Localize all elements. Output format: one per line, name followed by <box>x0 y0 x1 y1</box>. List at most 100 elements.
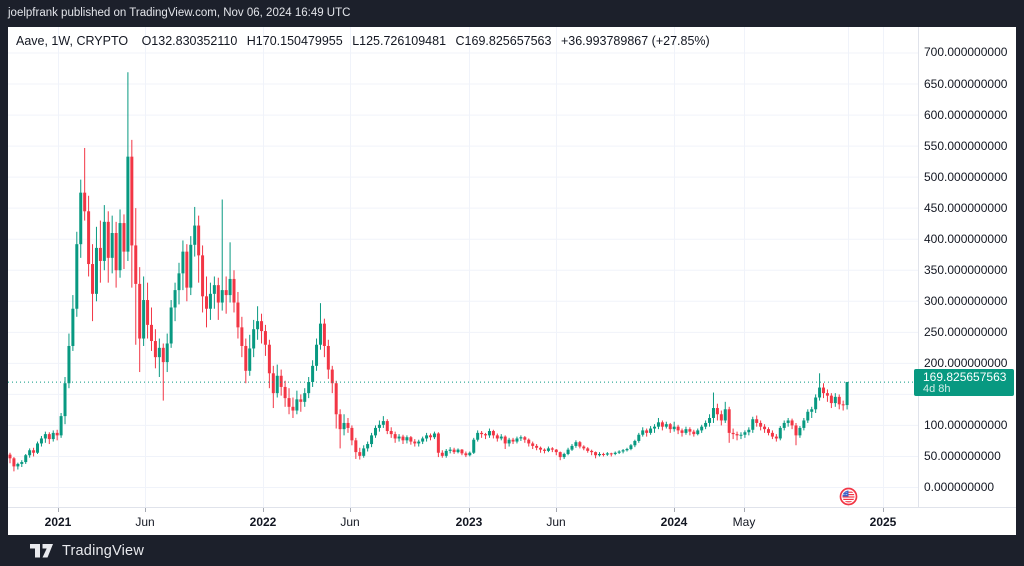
footer-bar: TradingView <box>0 535 1024 566</box>
price-axis-label: 100.000000000 <box>924 417 1008 432</box>
candle-body <box>322 323 326 346</box>
candle-body <box>810 409 814 412</box>
candle-body <box>263 331 267 345</box>
price-axis-label: 350.000000000 <box>924 262 1008 277</box>
plot-area[interactable] <box>8 27 918 508</box>
candle-body <box>102 221 106 261</box>
time-axis-label: 2024 <box>660 515 688 529</box>
candle-body <box>719 414 723 421</box>
time-axis[interactable]: 2021 Jun 2022 Jun 2023 Jun 2024 May 2025 <box>8 507 1016 535</box>
candle-body <box>83 192 87 212</box>
candle-body <box>295 399 299 411</box>
candle-body <box>165 343 169 363</box>
candle-body <box>79 192 83 245</box>
candle-body <box>397 436 401 439</box>
candle-body <box>126 156 130 252</box>
candle-body <box>303 393 307 402</box>
candle-body <box>358 452 362 456</box>
candle-body <box>704 422 708 427</box>
candle-body <box>794 425 798 436</box>
tradingview-logo-icon[interactable] <box>30 543 54 558</box>
candle-body <box>649 428 653 433</box>
candle-body <box>503 436 507 444</box>
candle-body <box>366 444 370 449</box>
time-axis-tick <box>883 508 884 512</box>
ohlc-open-value: O132.830352110 <box>141 34 238 48</box>
candle-body <box>421 438 425 442</box>
candle-body <box>625 449 629 451</box>
candle-body <box>782 422 786 428</box>
candle-body <box>558 452 562 458</box>
candle-body <box>770 432 774 437</box>
candle-body <box>487 431 491 436</box>
time-axis-tick <box>350 508 351 512</box>
candle-body <box>385 421 389 432</box>
candle-body <box>8 454 12 459</box>
candle-body <box>429 435 433 438</box>
candle-body <box>114 233 118 271</box>
candle-body <box>291 406 295 411</box>
candle-body <box>220 290 224 303</box>
candle-body <box>20 462 24 464</box>
price-axis-label: 650.000000000 <box>924 76 1008 91</box>
candle-body <box>763 426 767 430</box>
time-axis-tick <box>58 508 59 512</box>
candle-body <box>346 422 350 428</box>
candle-body <box>354 440 358 453</box>
chart-panel: Aave, 1W, CRYPTO O132.830352110 H170.150… <box>8 27 1016 535</box>
candle-body <box>377 424 381 428</box>
candle-body <box>307 381 311 394</box>
time-axis-tick <box>145 508 146 512</box>
candle-body <box>122 223 126 252</box>
price-axis-label: 700.000000000 <box>924 45 1008 60</box>
candle-body <box>181 251 185 274</box>
candle-body <box>59 416 63 436</box>
candle-body <box>118 223 122 271</box>
candle-body <box>711 408 715 418</box>
us-flag-event-icon[interactable] <box>839 487 858 506</box>
candle-body <box>531 443 535 446</box>
tradingview-brand-link[interactable]: TradingView <box>62 542 144 559</box>
symbol-legend: Aave, 1W, CRYPTO O132.830352110 H170.150… <box>16 33 716 49</box>
candle-body <box>527 439 531 444</box>
candle-body <box>417 441 421 444</box>
candle-body <box>47 434 51 440</box>
candle-body <box>311 365 315 382</box>
candle-body <box>12 458 16 467</box>
time-axis-label: 2023 <box>455 515 483 529</box>
candle-body <box>822 387 826 394</box>
publish-info-text: joelpfrank published on TradingView.com,… <box>8 7 351 19</box>
candle-body <box>491 431 495 436</box>
candle-body <box>574 442 578 446</box>
candle-body <box>142 300 146 339</box>
candle-body <box>39 438 43 444</box>
candle-body <box>201 255 205 297</box>
time-axis-label: Jun <box>135 515 155 529</box>
candle-body <box>664 424 668 427</box>
candle-body <box>370 435 374 445</box>
candle-body <box>236 302 240 328</box>
bar-close-countdown: 4d 8h <box>923 382 951 395</box>
candle-body <box>621 450 625 452</box>
candle-body <box>629 445 633 450</box>
candle-body <box>668 424 672 430</box>
candle-body <box>16 463 20 467</box>
price-axis-label: 550.000000000 <box>924 138 1008 153</box>
ohlc-close-value: C169.825657563 <box>455 34 552 48</box>
candle-body <box>825 393 829 396</box>
candle-body <box>161 347 165 363</box>
candle-body <box>279 375 283 387</box>
candle-body <box>656 422 660 427</box>
candle-body <box>814 397 818 410</box>
candle-body <box>149 324 153 342</box>
candle-body <box>594 452 598 456</box>
candle-body <box>613 452 617 454</box>
price-axis-label: 200.000000000 <box>924 355 1008 370</box>
candle-body <box>472 439 476 453</box>
candle-body <box>405 437 409 441</box>
candle-body <box>448 449 452 451</box>
price-axis[interactable]: 700.000000000 650.000000000 600.000000000 5… <box>918 27 1016 507</box>
candle-body <box>55 432 59 436</box>
candle-body <box>232 278 236 303</box>
